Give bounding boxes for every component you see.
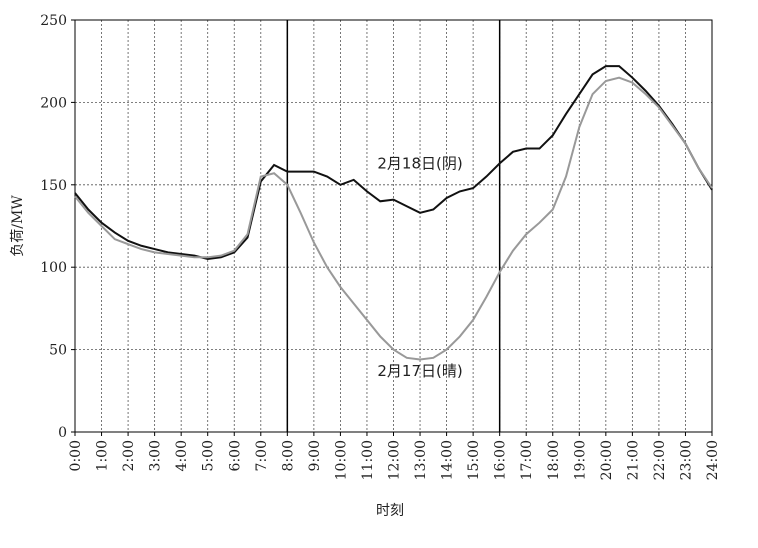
x-tick-label: 11:00 [360, 440, 376, 480]
x-tick-label: 12:00 [387, 440, 403, 480]
y-tick-label: 250 [40, 13, 67, 29]
annotation: 2月17日(晴) [377, 362, 462, 380]
x-tick-label: 20:00 [599, 440, 615, 480]
plot-frame [74, 19, 713, 433]
x-tick-label: 13:00 [413, 440, 429, 480]
x-tick-label: 0:00 [68, 440, 84, 471]
y-tick-label: 0 [58, 425, 67, 441]
y-tick-label: 100 [40, 260, 67, 276]
x-tick-label: 3:00 [148, 440, 164, 471]
x-tick-label: 15:00 [466, 440, 482, 480]
x-tick-label: 10:00 [333, 440, 349, 480]
annotation: 2月18日(阴) [377, 154, 462, 172]
series-line [74, 76, 713, 361]
x-tick-label: 4:00 [174, 440, 190, 471]
x-tick-label: 7:00 [254, 440, 270, 471]
x-tick-label: 6:00 [227, 440, 243, 471]
x-tick-label: 16:00 [493, 440, 509, 480]
x-tick-label: 9:00 [307, 440, 323, 471]
x-tick-label: 17:00 [519, 440, 535, 480]
x-tick-label: 8:00 [280, 440, 296, 471]
x-tick-label: 22:00 [652, 440, 668, 480]
x-tick-label: 24:00 [705, 440, 721, 480]
x-tick-label: 14:00 [440, 440, 456, 480]
x-axis-label: 时刻 [376, 503, 404, 519]
y-axis-label: 负荷/MW [10, 195, 26, 257]
x-tick-label: 19:00 [572, 440, 588, 480]
y-tick-label: 50 [49, 343, 67, 359]
y-tick-label: 200 [40, 95, 67, 111]
y-tick-label: 150 [40, 178, 67, 194]
x-tick-label: 1:00 [95, 440, 111, 471]
x-tick-label: 21:00 [625, 440, 641, 480]
x-tick-label: 18:00 [546, 440, 562, 480]
series-line [74, 65, 713, 260]
x-tick-label: 2:00 [121, 440, 137, 471]
x-tick-label: 5:00 [201, 440, 217, 471]
x-tick-label: 23:00 [678, 440, 694, 480]
